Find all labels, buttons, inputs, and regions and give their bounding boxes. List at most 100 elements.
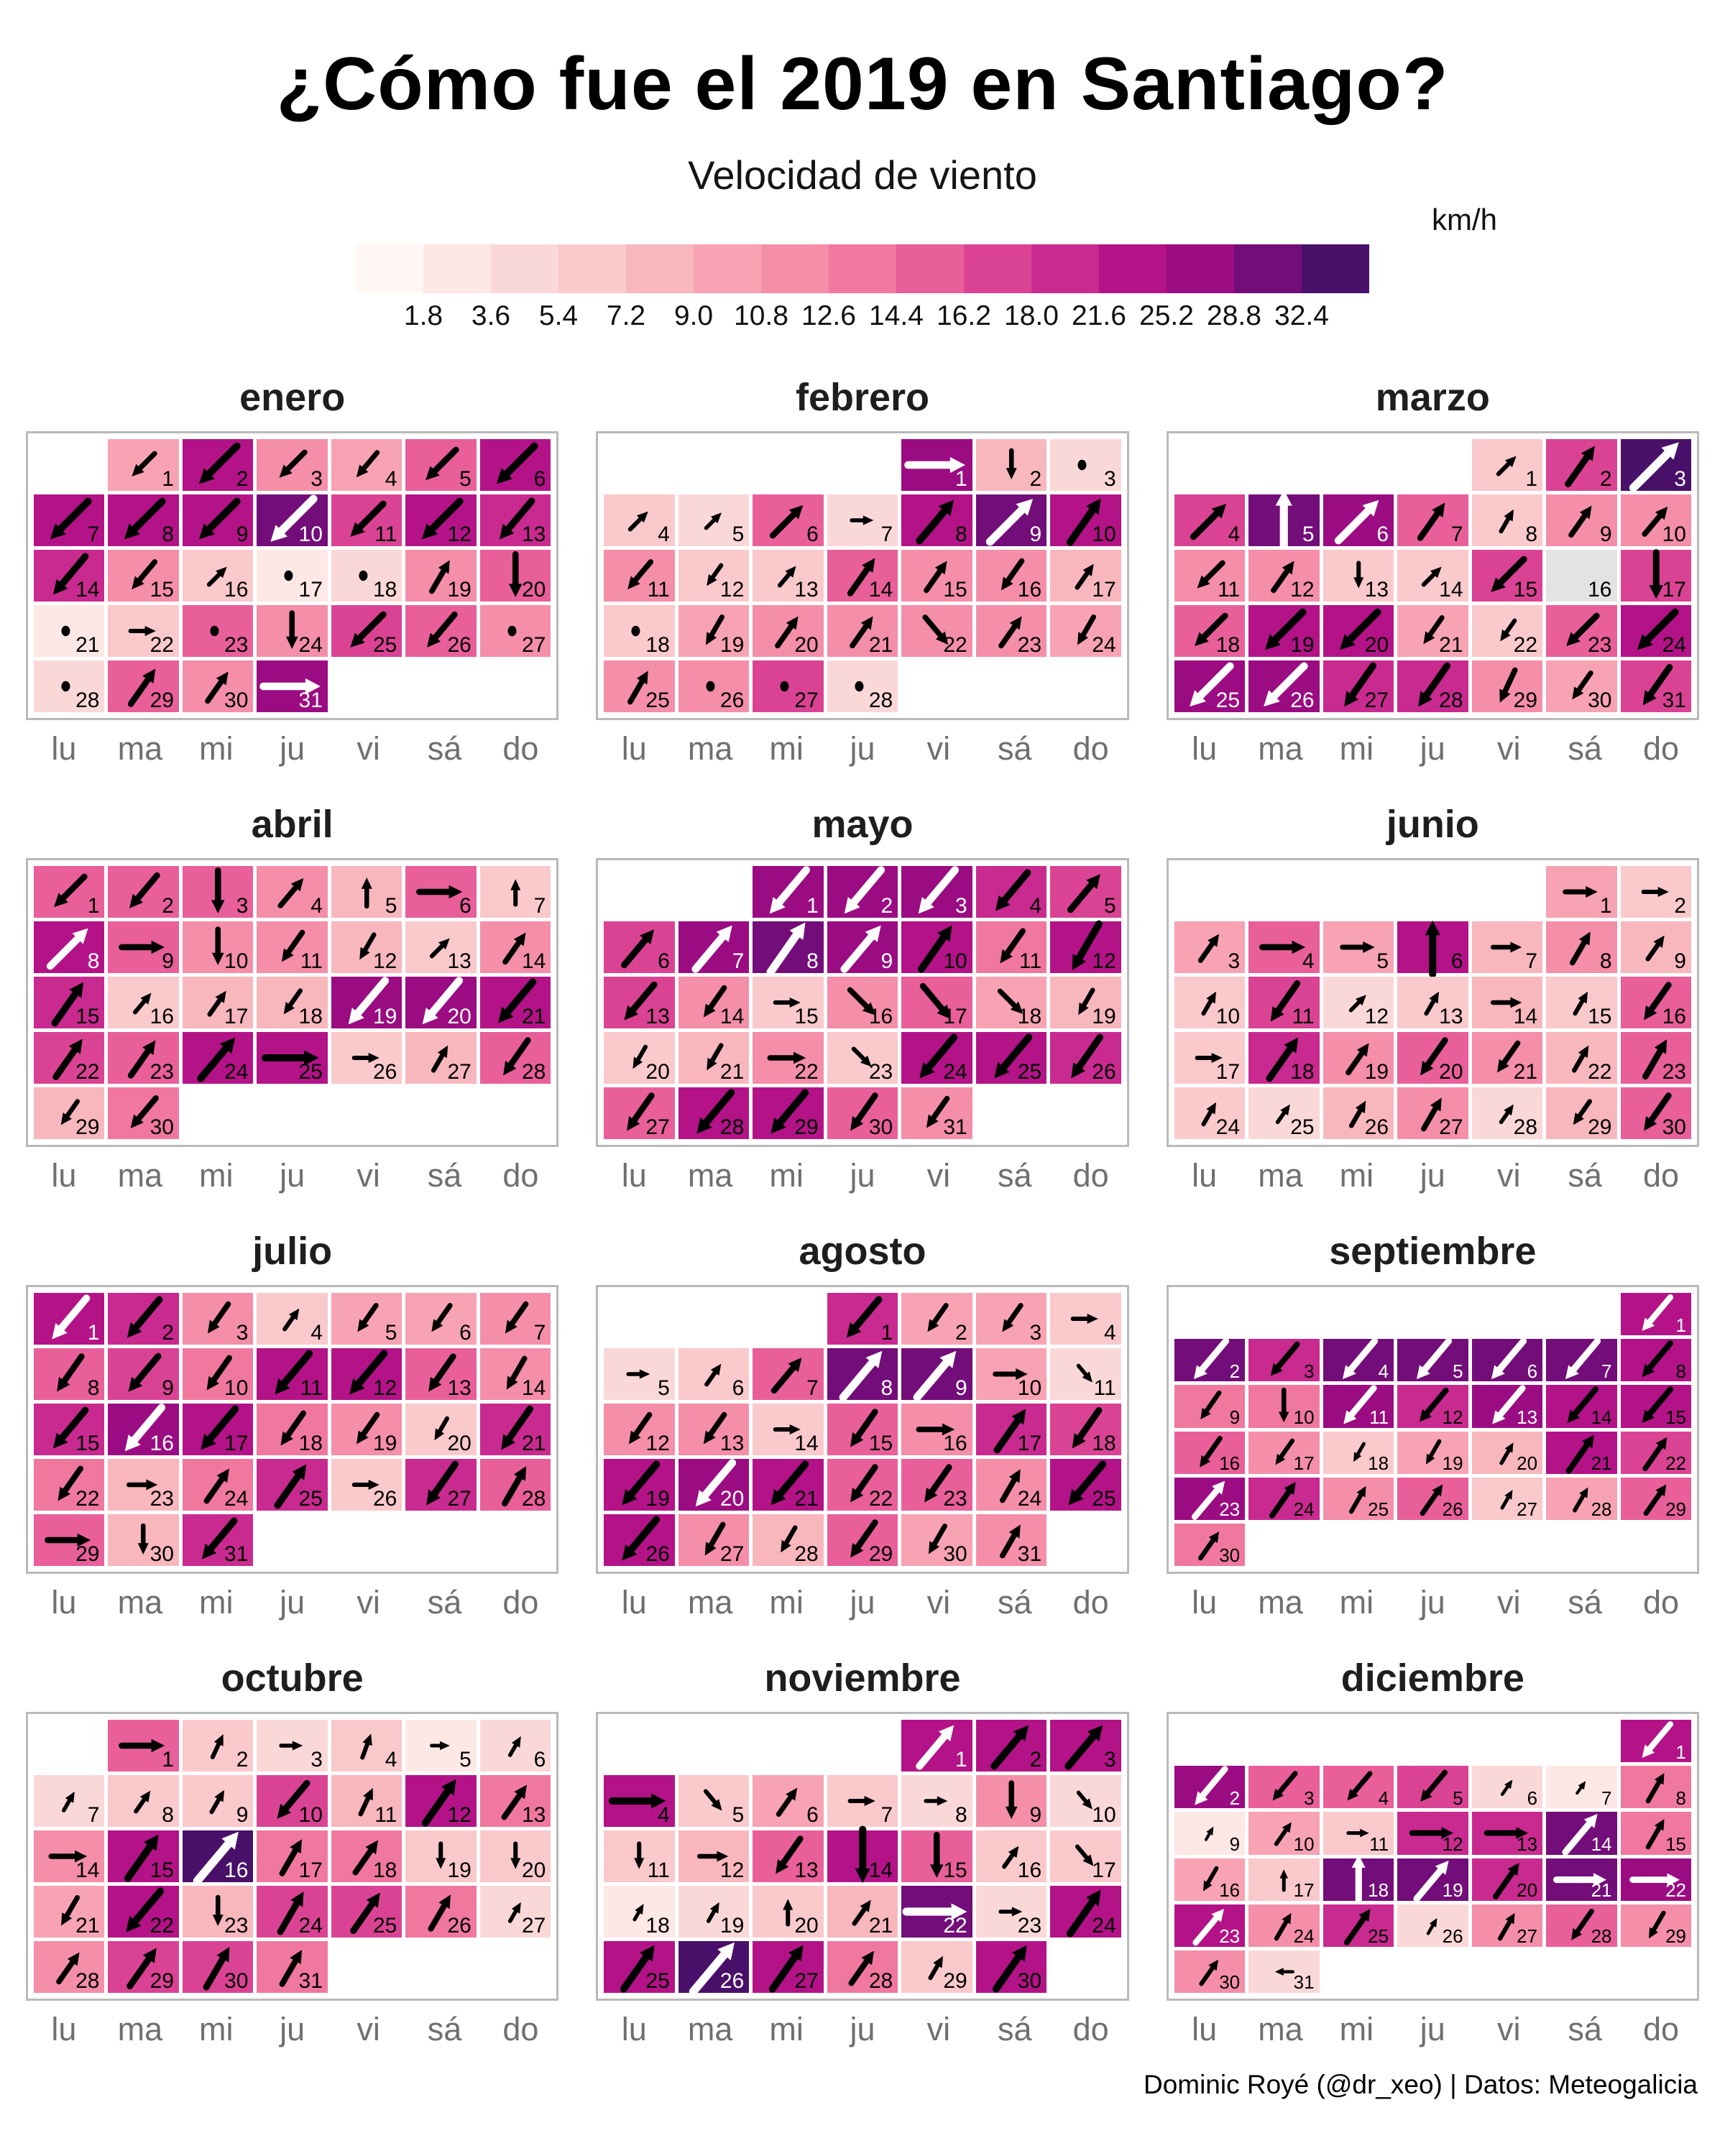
day-cell: 3 <box>1248 1766 1320 1809</box>
weekday-label: sá <box>998 730 1032 767</box>
wind-direction-arrow-icon <box>507 1902 521 1923</box>
weekday-labels: lu ma mi ju vi sá do <box>1167 730 1699 768</box>
weekday-label: sá <box>1568 2011 1602 2047</box>
wind-direction-arrow-icon <box>696 1089 735 1134</box>
day-number: 3 <box>1304 1360 1315 1382</box>
day-cell: 31 <box>1248 1950 1320 1993</box>
day-cell: 17 <box>1050 1830 1121 1882</box>
wind-direction-arrow-icon <box>993 1033 1032 1079</box>
day-number: 31 <box>298 1969 323 1993</box>
day-number: 14 <box>521 949 546 973</box>
month-panel-diciembre: diciembre 1 2 3 4 5 6 7 8 9 10 11 12 13 14 15 16 17 18 19 20… <box>1166 1656 1699 2048</box>
day-cell: 30 <box>108 1087 179 1139</box>
day-cell: 25 <box>257 1032 328 1084</box>
day-cell: 17 <box>257 550 328 602</box>
legend-tick: 10.8 <box>734 300 788 331</box>
day-cell: 21 <box>827 1886 898 1938</box>
day-cell: 2 <box>827 866 898 918</box>
weekday-label: sá <box>427 2011 462 2047</box>
day-cell: 1 <box>1546 866 1617 918</box>
wind-direction-arrow-icon <box>1201 991 1216 1016</box>
day-cell: 23 <box>182 605 254 657</box>
wind-direction-arrow-icon <box>351 1479 380 1491</box>
day-cell: 12 <box>1322 977 1394 1028</box>
calendar-grid: 1 2 3 4 5 6 7 8 9 10 11 12 13 14 15 16 17 18 19 20 21 22 23 24 2… <box>34 866 551 1139</box>
wind-direction-arrow-icon <box>995 869 1031 911</box>
day-number: 9 <box>1229 1406 1241 1428</box>
day-cell: 3 <box>1050 439 1121 491</box>
day-cell: 23 <box>1174 1904 1246 1947</box>
wind-direction-arrow-icon <box>990 1725 1029 1770</box>
day-cell: 30 <box>1174 1523 1246 1566</box>
day-cell: 2 <box>182 439 254 491</box>
day-cell: 8 <box>34 921 105 973</box>
wind-direction-arrow-icon <box>776 1787 798 1817</box>
weekday-label: ju <box>850 730 875 767</box>
calendar-grid: 1 2 3 4 5 6 7 8 9 10 11 12 13 14 15 16 17 18 19 20 21 22 23 24 2… <box>34 439 551 712</box>
day-number: 13 <box>1517 1833 1538 1855</box>
day-cell: 1 <box>1620 1720 1691 1763</box>
day-number: 7 <box>732 949 745 973</box>
day-number: 9 <box>1029 522 1042 546</box>
wind-direction-arrow-icon <box>902 1903 967 1920</box>
wind-direction-arrow-icon <box>1426 1439 1442 1465</box>
day-cell: 23 <box>975 1886 1047 1938</box>
wind-direction-arrow-icon <box>1491 1337 1527 1380</box>
day-cell: 10 <box>1174 977 1246 1028</box>
wind-direction-arrow-icon <box>846 1296 883 1338</box>
day-cell: 19 <box>1050 977 1121 1028</box>
day-number: 19 <box>645 1487 670 1511</box>
weekday-label: do <box>1642 1157 1680 1194</box>
wind-direction-arrow-icon <box>773 1424 801 1435</box>
day-number: 4 <box>1103 1321 1116 1345</box>
day-cell: 21 <box>34 1886 105 1938</box>
wind-direction-arrow-icon <box>210 1734 224 1759</box>
day-number: 31 <box>943 1115 967 1139</box>
day-number: 20 <box>794 633 819 657</box>
day-number: 20 <box>521 1858 546 1882</box>
day-cell: 18 <box>331 550 402 602</box>
day-number: 7 <box>880 522 893 546</box>
month-title: noviembre <box>764 1657 961 1700</box>
day-cell: 2 <box>108 1293 179 1345</box>
weekday-label: lu <box>1192 1157 1218 1194</box>
day-cell: 29 <box>1620 1904 1691 1947</box>
wind-direction-arrow-icon <box>634 1841 645 1869</box>
day-cell: 6 <box>1471 1337 1543 1382</box>
day-cell: 15 <box>34 1404 105 1455</box>
calendar-box: 1 2 3 4 5 6 7 8 9 10 11 12 13 14 15 16 17 18 19 20 21 22 23 24 2… <box>1166 431 1699 720</box>
wind-direction-arrow-icon <box>1563 886 1598 898</box>
day-number: 20 <box>1439 1060 1463 1084</box>
weekday-label: mi <box>769 730 804 767</box>
month-title: mayo <box>811 803 914 846</box>
day-cell: 29 <box>108 660 179 712</box>
day-number: 10 <box>224 1376 249 1400</box>
day-number: 25 <box>298 1487 323 1511</box>
day-cell: 20 <box>753 605 824 657</box>
day-cell: 27 <box>479 605 551 657</box>
wind-direction-arrow-icon <box>776 1835 804 1874</box>
wind-direction-arrow-icon <box>498 978 537 1023</box>
day-cell: 16 <box>901 1404 972 1455</box>
day-cell: 27 <box>678 1514 750 1566</box>
day-number: 10 <box>224 949 249 973</box>
weekday-label: vi <box>926 730 951 767</box>
day-number: 27 <box>794 1969 819 1993</box>
day-cell: 5 <box>678 1775 750 1827</box>
calendar-box: 1 2 3 4 5 6 7 8 9 10 11 12 13 14 15 16 17 18 19 20 21 22 23 24 2… <box>26 431 559 720</box>
weekday-label: lu <box>51 730 77 767</box>
wind-direction-arrow-icon <box>270 494 318 542</box>
legend-tick: 32.4 <box>1274 300 1329 331</box>
legend-tick: 1.8 <box>403 300 443 331</box>
wind-direction-arrow-icon <box>1642 1294 1673 1332</box>
day-number: 23 <box>1662 1060 1686 1084</box>
day-number: 24 <box>1662 633 1686 657</box>
weekday-labels: lu ma mi ju vi sá do <box>1167 2011 1699 2048</box>
day-number: 9 <box>1229 1833 1241 1855</box>
day-number: 7 <box>1601 1787 1612 1809</box>
weekday-label: do <box>1072 730 1109 767</box>
calm-dot-icon <box>780 681 789 692</box>
wind-direction-arrow-icon <box>627 559 654 590</box>
day-cell: 17 <box>182 1404 254 1455</box>
wind-direction-arrow-icon <box>847 558 875 596</box>
